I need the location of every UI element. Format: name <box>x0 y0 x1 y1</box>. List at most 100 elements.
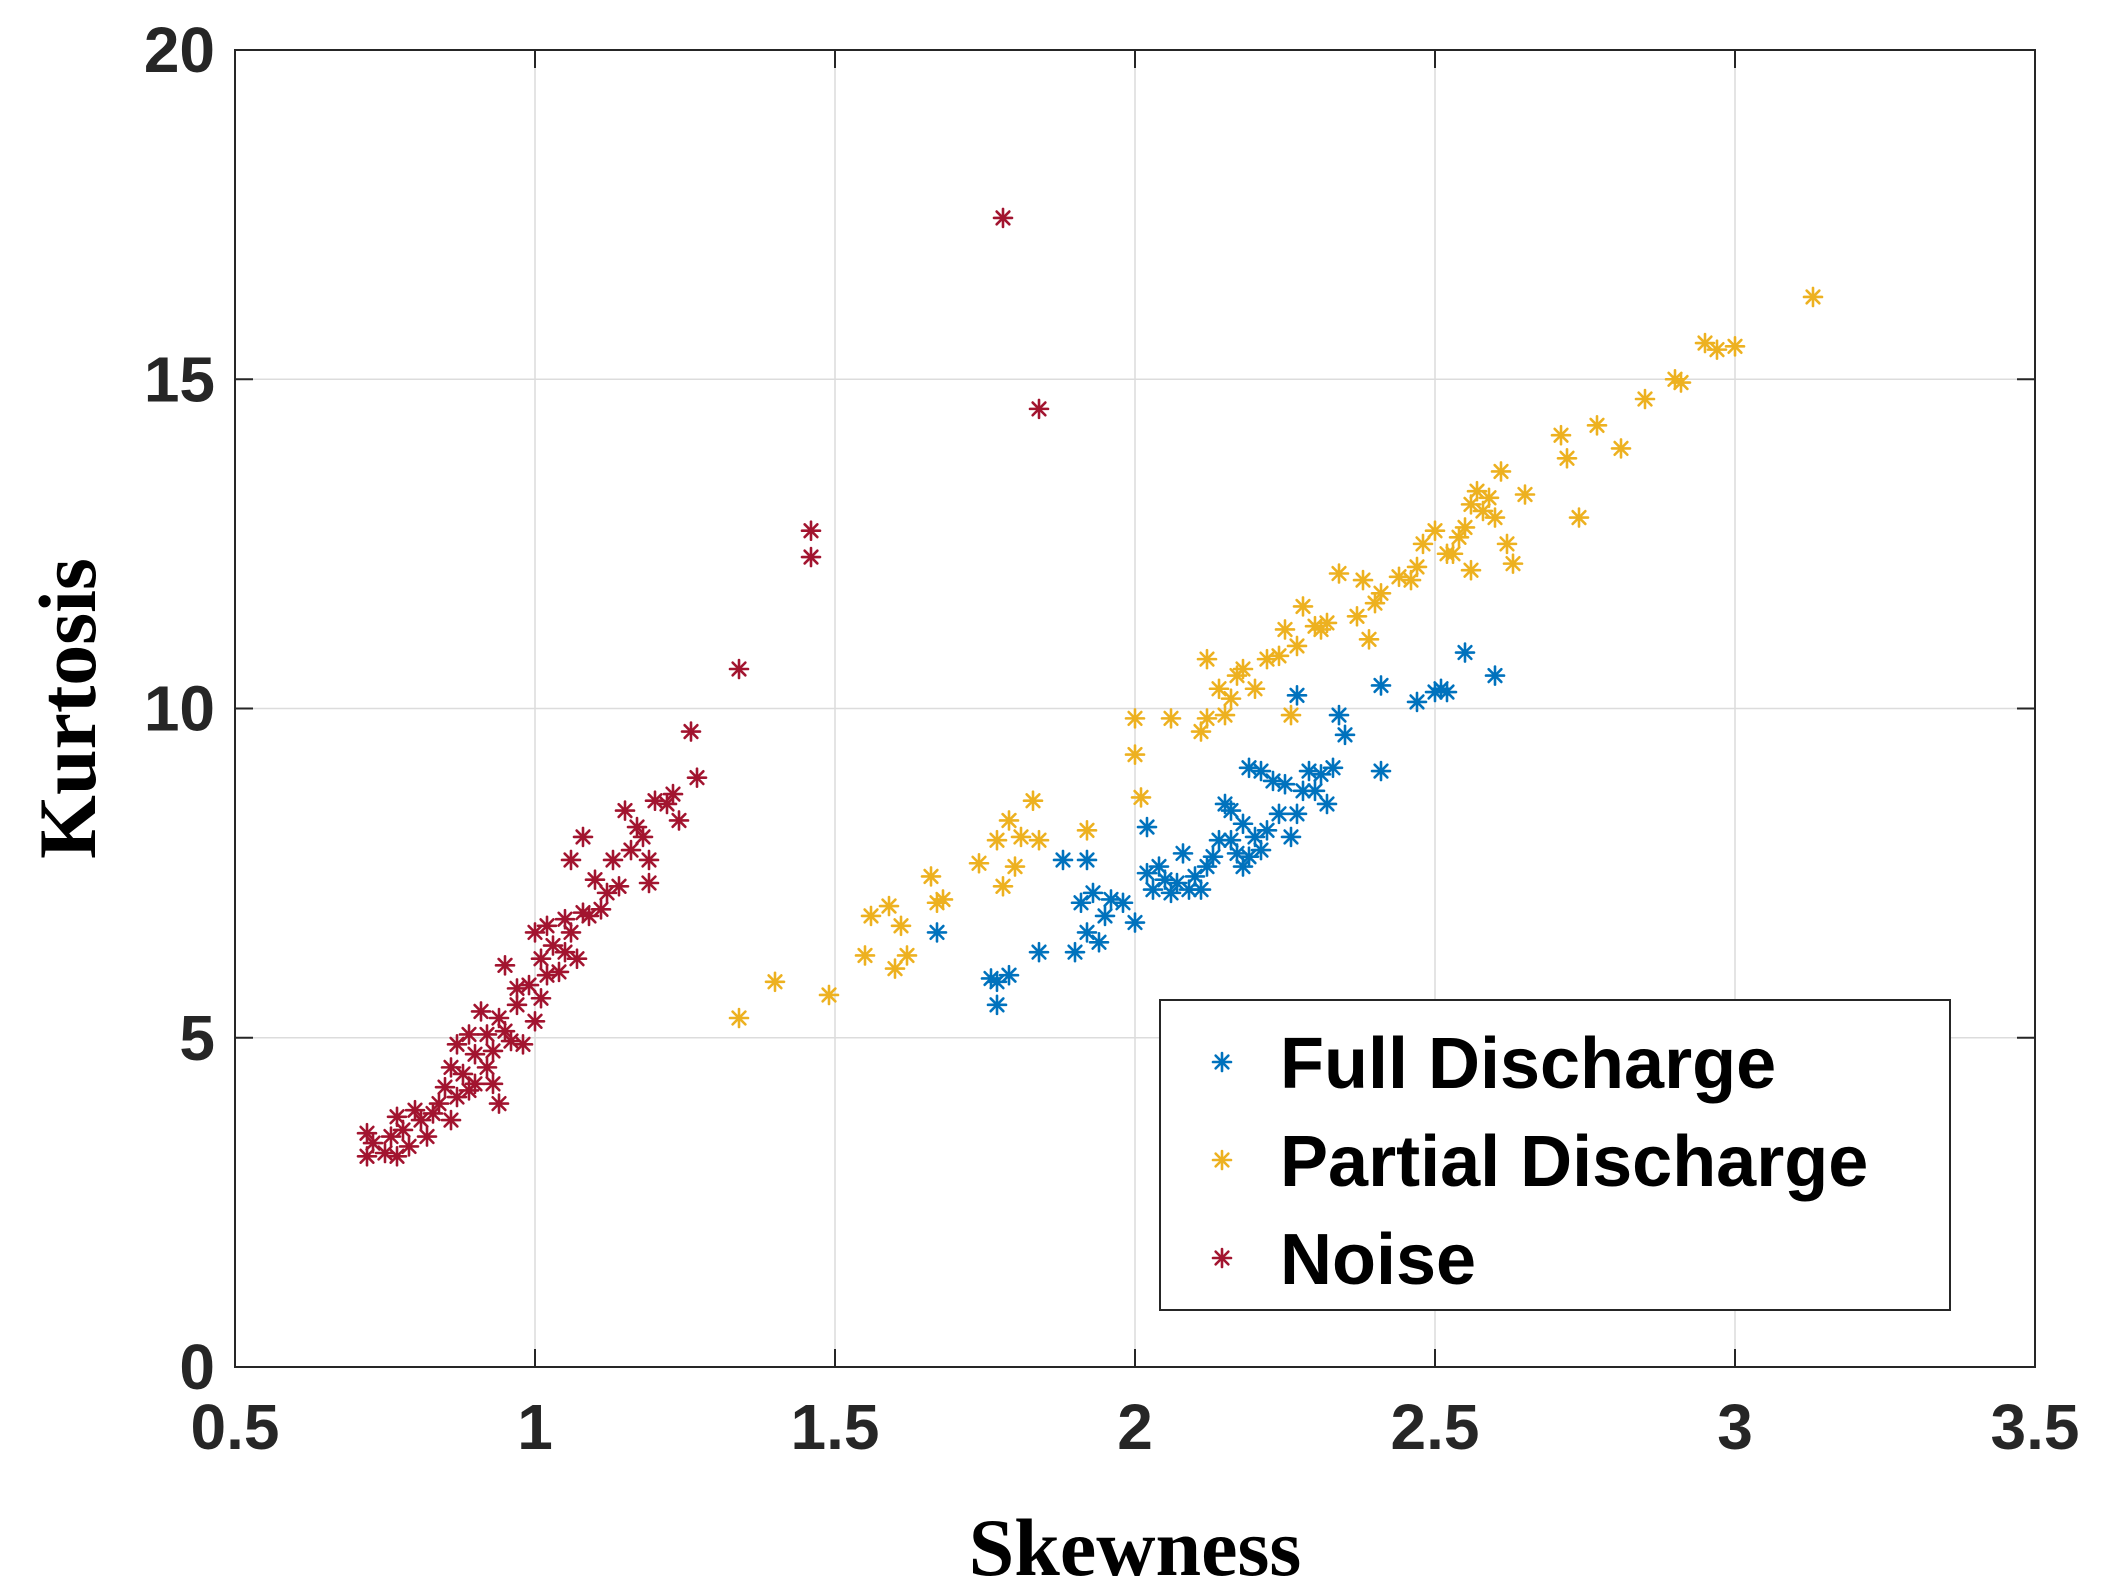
data-point <box>1124 912 1146 933</box>
legend-entry-partial-discharge: Partial Discharge <box>1211 1122 1868 1202</box>
data-point <box>1112 892 1134 914</box>
data-point <box>1484 665 1506 686</box>
data-point <box>530 948 552 970</box>
data-point <box>1238 757 1260 779</box>
data-point <box>884 958 906 979</box>
data-point <box>446 1034 468 1055</box>
data-point <box>1208 829 1230 851</box>
data-point <box>1334 724 1356 746</box>
data-point <box>926 922 948 943</box>
data-point <box>800 546 822 568</box>
data-point <box>1706 339 1728 360</box>
data-points <box>356 207 1824 1167</box>
legend-label-noise: Noise <box>1280 1220 1476 1300</box>
data-point <box>1136 816 1158 838</box>
data-point <box>1196 708 1218 729</box>
data-point <box>1124 708 1146 729</box>
data-point <box>1370 675 1392 696</box>
data-point <box>518 974 540 996</box>
data-point <box>1610 438 1632 459</box>
data-point <box>482 1040 504 1062</box>
data-point <box>1724 336 1746 357</box>
data-point <box>1292 596 1314 617</box>
data-point <box>1802 286 1824 308</box>
x-tick-label: 3.5 <box>1991 1391 2080 1463</box>
data-point <box>1100 889 1122 910</box>
data-point <box>1256 820 1278 841</box>
data-point <box>620 839 642 861</box>
data-point <box>1280 704 1302 726</box>
legend-marker-noise <box>1211 1247 1233 1269</box>
legend-marker-symbol <box>1211 1051 1233 1073</box>
data-point <box>992 875 1014 897</box>
data-point <box>1460 559 1482 581</box>
legend-label-partial-discharge: Partial Discharge <box>1280 1122 1868 1202</box>
data-point <box>500 1030 522 1052</box>
data-point <box>1490 461 1512 482</box>
data-point <box>440 1109 462 1131</box>
data-point <box>1076 849 1098 871</box>
data-point <box>1028 829 1050 851</box>
data-point <box>1076 922 1098 943</box>
data-point <box>1088 931 1110 953</box>
data-point <box>1454 517 1476 538</box>
data-point <box>1244 678 1266 700</box>
data-point <box>1142 879 1164 900</box>
data-point <box>890 915 912 937</box>
data-point <box>1550 424 1572 446</box>
legend-entry-full-discharge: Full Discharge <box>1211 1024 1776 1104</box>
data-point <box>494 955 516 976</box>
x-tick-label: 3 <box>1717 1391 1753 1463</box>
x-tick-label: 1 <box>517 1391 553 1463</box>
data-point <box>1496 533 1518 555</box>
data-point <box>560 922 582 943</box>
data-point <box>1424 520 1446 542</box>
x-tick-label: 2 <box>1117 1391 1153 1463</box>
data-point <box>1322 757 1344 779</box>
data-point <box>530 987 552 1009</box>
data-point <box>1172 843 1194 864</box>
data-point <box>548 961 570 983</box>
data-point <box>590 899 612 920</box>
data-point <box>920 866 942 887</box>
data-point <box>1262 770 1284 792</box>
legend-box <box>1159 999 1951 1311</box>
data-point <box>1160 708 1182 729</box>
data-point <box>482 1073 504 1095</box>
legend-marker-symbol <box>1211 1149 1233 1171</box>
data-point <box>1052 849 1074 871</box>
data-point <box>614 800 636 821</box>
data-point <box>644 790 666 811</box>
data-point <box>986 971 1008 993</box>
data-point <box>1214 704 1236 726</box>
data-point <box>1190 879 1212 900</box>
data-point <box>680 721 702 742</box>
data-point <box>986 994 1008 1016</box>
data-point <box>1232 658 1254 680</box>
data-point <box>1388 566 1410 588</box>
data-point <box>416 1126 438 1147</box>
data-point <box>998 810 1020 831</box>
data-point <box>476 1024 498 1045</box>
data-point <box>1274 773 1296 795</box>
data-point <box>1502 553 1524 574</box>
data-point <box>1328 563 1350 584</box>
data-point <box>764 971 786 993</box>
data-point <box>1196 648 1218 670</box>
data-point <box>1484 507 1506 528</box>
y-tick-label: 5 <box>179 1002 215 1074</box>
data-point <box>1406 691 1428 713</box>
data-point <box>554 941 576 963</box>
data-point <box>632 826 654 848</box>
data-point <box>1634 388 1656 410</box>
data-point <box>662 783 684 805</box>
legend-marker-full-discharge <box>1211 1051 1233 1073</box>
data-point <box>380 1126 402 1147</box>
data-point <box>476 1057 498 1078</box>
data-point <box>1286 803 1308 825</box>
data-point <box>1286 635 1308 657</box>
data-point <box>452 1063 474 1085</box>
data-point <box>1280 826 1302 848</box>
data-point <box>1352 569 1374 591</box>
data-point <box>800 520 822 542</box>
